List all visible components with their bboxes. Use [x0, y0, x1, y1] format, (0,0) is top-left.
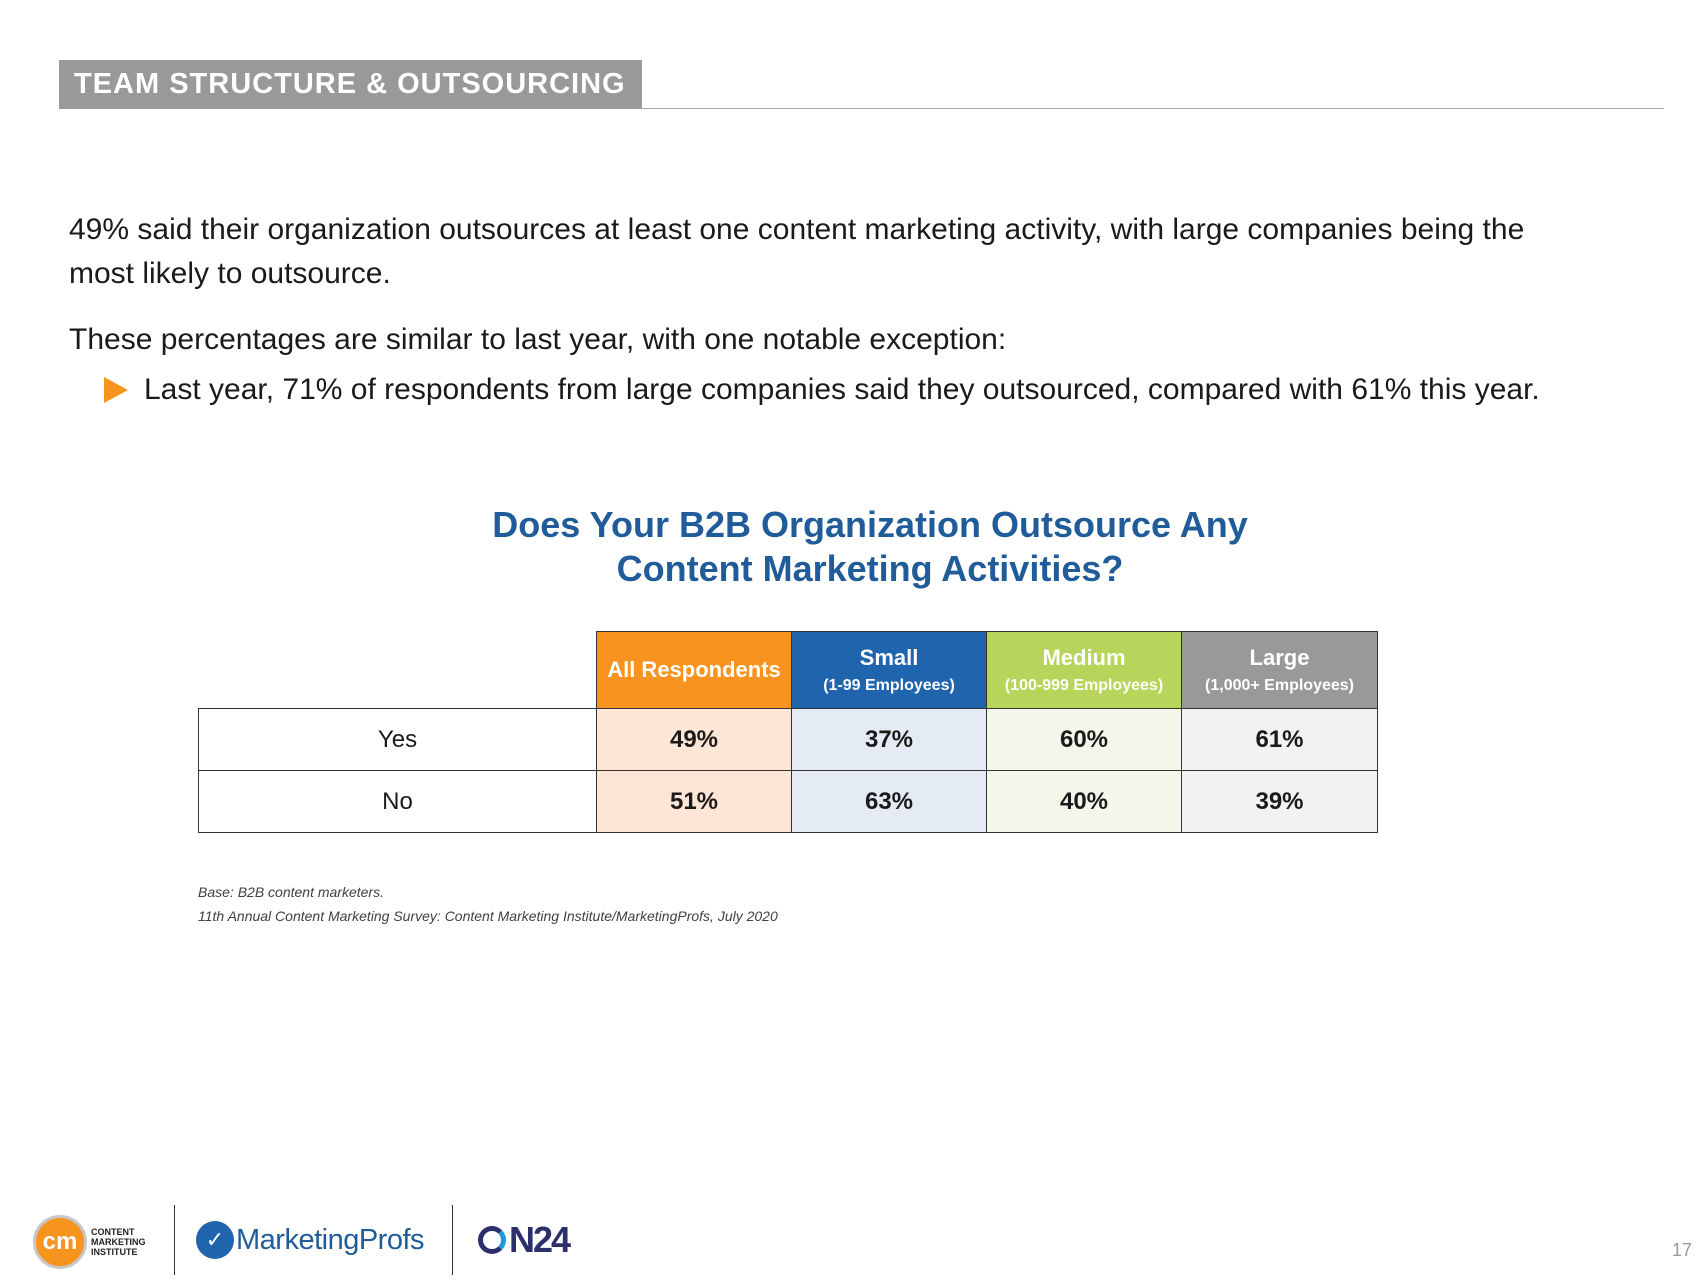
table-header-row: All Respondents Small (1-99 Employees) M… — [199, 631, 1378, 709]
footer-logos: cm CONTENT MARKETING INSTITUTE ✓ Marketi… — [30, 1205, 630, 1275]
cell-yes-all-respondents: 49% — [596, 708, 792, 771]
marketingprofs-logo-text: MarketingProfs — [236, 1223, 425, 1256]
bullet-text: Last year, 71% of respondents from large… — [144, 373, 1540, 406]
on24-logo-text: N24 — [509, 1219, 571, 1260]
column-header-large: Large (1,000+ Employees) — [1181, 631, 1378, 709]
paragraph-comparison: These percentages are similar to last ye… — [69, 323, 1007, 356]
column-header-sublabel: (1,000+ Employees) — [1205, 677, 1354, 694]
cmi-logo: cm CONTENT MARKETING INSTITUTE — [33, 1215, 151, 1269]
cell-no-medium: 40% — [986, 770, 1182, 833]
table-corner — [199, 632, 597, 709]
chart-title-line-2: Content Marketing Activities? — [616, 548, 1124, 589]
cell-no-large: 39% — [1181, 770, 1378, 833]
cmi-logo-icon: cm — [33, 1215, 87, 1269]
chart-title-line-1: Does Your B2B Organization Outsource Any — [492, 504, 1248, 545]
table-row-no: No 51% 63% 40% 39% — [198, 770, 1378, 833]
logo-divider — [452, 1205, 453, 1275]
row-label-no: No — [198, 770, 597, 833]
column-header-label: Medium — [1042, 645, 1126, 670]
row-label-yes: Yes — [198, 708, 597, 771]
column-header-label: All Respondents — [607, 657, 781, 682]
column-header-sublabel: (100-999 Employees) — [1004, 677, 1164, 694]
source-note: 11th Annual Content Marketing Survey: Co… — [198, 908, 778, 924]
section-title: TEAM STRUCTURE & OUTSOURCING — [74, 68, 626, 100]
cell-yes-large: 61% — [1181, 708, 1378, 771]
column-header-medium: Medium (100-999 Employees) — [986, 631, 1182, 709]
marketingprofs-logo: ✓ MarketingProfs — [196, 1221, 425, 1259]
logo-divider — [174, 1205, 175, 1275]
column-header-label: Large — [1249, 645, 1310, 670]
outsourcing-table: All Respondents Small (1-99 Employees) M… — [198, 631, 1378, 833]
page-number: 17 — [1672, 1240, 1693, 1260]
intro-text: 49% said their organization outsources a… — [69, 208, 1629, 412]
on24-o-icon — [478, 1226, 506, 1254]
cell-yes-small: 37% — [791, 708, 987, 771]
section-divider — [642, 108, 1664, 109]
bullet-item: Last year, 71% of respondents from large… — [104, 368, 1629, 412]
cell-no-small: 63% — [791, 770, 987, 833]
paragraph-outsourcing: 49% said their organization outsources a… — [69, 213, 1525, 290]
column-header-small: Small (1-99 Employees) — [791, 631, 987, 709]
cmi-logo-text: CONTENT MARKETING INSTITUTE — [91, 1227, 146, 1257]
chart-notes: Base: B2B content marketers. 11th Annual… — [198, 880, 778, 928]
on24-logo: N24 — [478, 1219, 571, 1261]
cell-yes-medium: 60% — [986, 708, 1182, 771]
base-note: Base: B2B content marketers. — [198, 884, 384, 900]
column-header-sublabel: (1-99 Employees) — [823, 677, 955, 694]
section-title-tab: TEAM STRUCTURE & OUTSOURCING — [59, 60, 642, 109]
column-header-label: Small — [859, 645, 919, 670]
table-row-yes: Yes 49% 37% 60% 61% — [198, 708, 1378, 771]
cell-no-all-respondents: 51% — [596, 770, 792, 833]
orange-triangle-bullet-icon — [104, 377, 128, 403]
marketingprofs-bird-icon: ✓ — [196, 1221, 234, 1259]
chart-title: Does Your B2B Organization Outsource Any… — [340, 503, 1400, 591]
column-header-all-respondents: All Respondents — [596, 631, 792, 709]
